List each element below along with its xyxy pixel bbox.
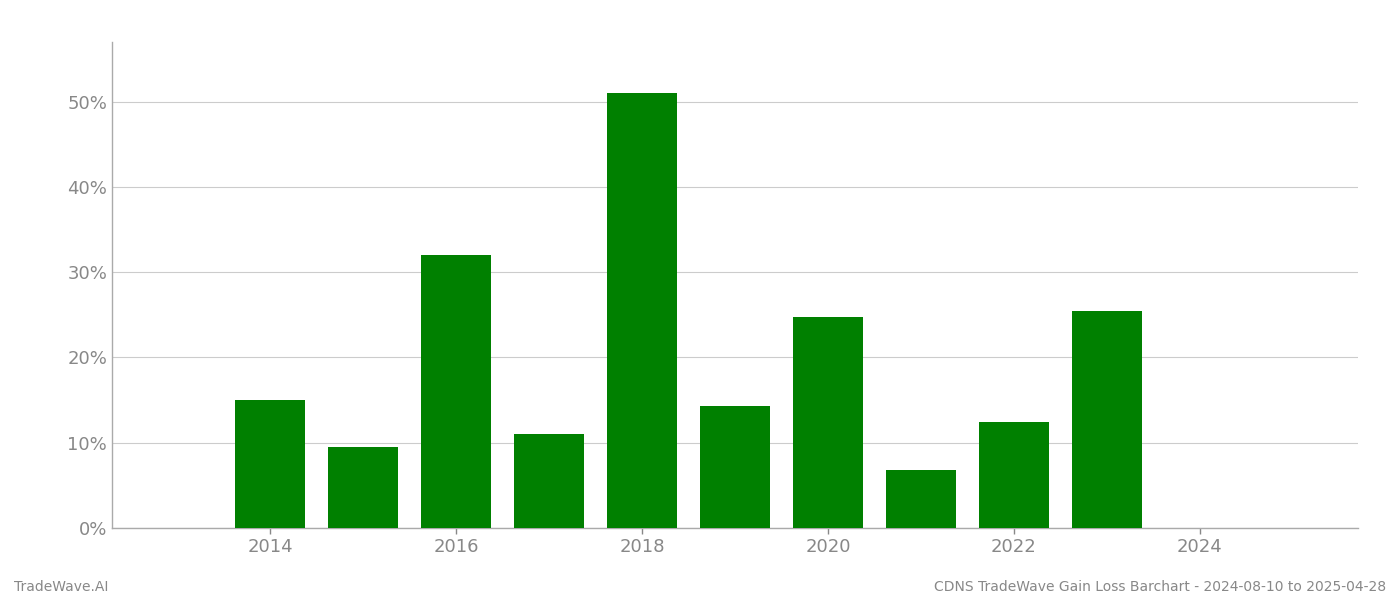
Bar	[514, 434, 584, 528]
Bar	[886, 470, 956, 528]
Bar	[794, 317, 862, 528]
Bar	[979, 422, 1049, 528]
Bar	[608, 93, 676, 528]
Bar	[421, 255, 491, 528]
Bar	[700, 406, 770, 528]
Bar	[328, 447, 398, 528]
Bar	[235, 400, 305, 528]
Text: TradeWave.AI: TradeWave.AI	[14, 580, 108, 594]
Text: CDNS TradeWave Gain Loss Barchart - 2024-08-10 to 2025-04-28: CDNS TradeWave Gain Loss Barchart - 2024…	[934, 580, 1386, 594]
Bar	[1072, 311, 1142, 528]
